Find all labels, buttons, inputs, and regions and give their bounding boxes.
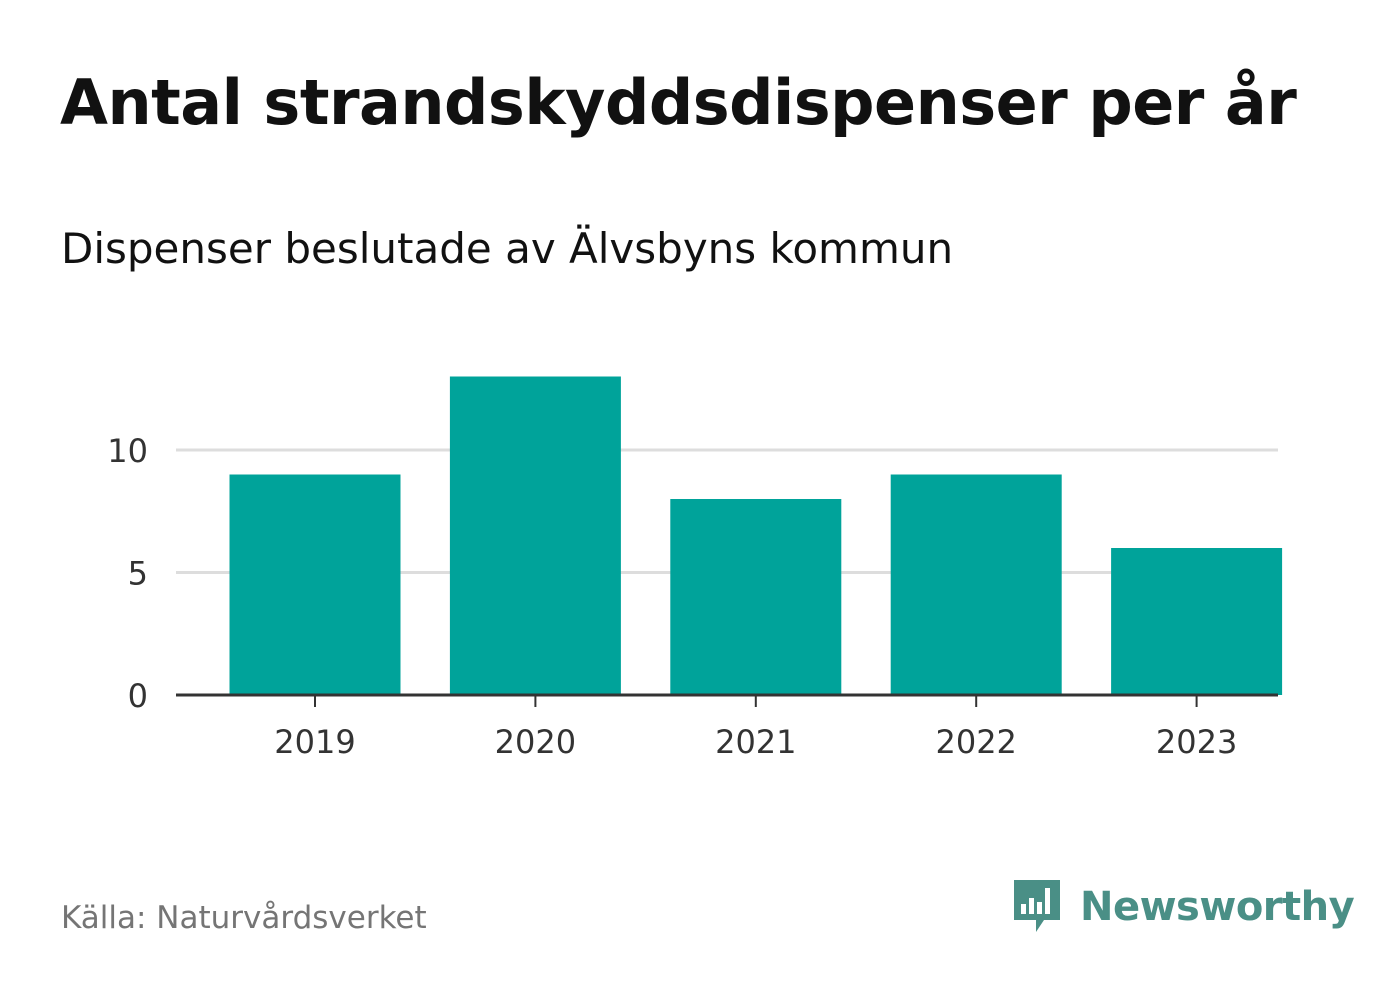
bar (1111, 548, 1283, 695)
brand-logo: Newsworthy (1010, 876, 1355, 938)
y-tick-label: 5 (128, 555, 148, 593)
x-tick-label: 2019 (274, 723, 355, 761)
y-tick-label: 0 (128, 677, 148, 715)
source-note: Källa: Naturvårdsverket (61, 900, 427, 936)
x-tick-label: 2020 (495, 723, 576, 761)
newsworthy-logo-icon (1014, 880, 1060, 932)
bar (229, 474, 401, 695)
chart-title: Antal strandskyddsdispenser per år (60, 66, 1297, 139)
bar (449, 376, 621, 695)
chart-subtitle: Dispenser beslutade av Älvsbyns kommun (61, 224, 954, 273)
x-tick-label: 2022 (935, 723, 1016, 761)
x-tick-label: 2023 (1156, 723, 1237, 761)
brand-name: Newsworthy (1080, 884, 1355, 930)
y-tick-label: 10 (107, 432, 148, 470)
bar (890, 474, 1062, 695)
bar (670, 499, 842, 695)
x-tick-label: 2021 (715, 723, 796, 761)
bar-chart: 0 5 10 2019 2020 2021 2022 2023 (107, 376, 1283, 761)
